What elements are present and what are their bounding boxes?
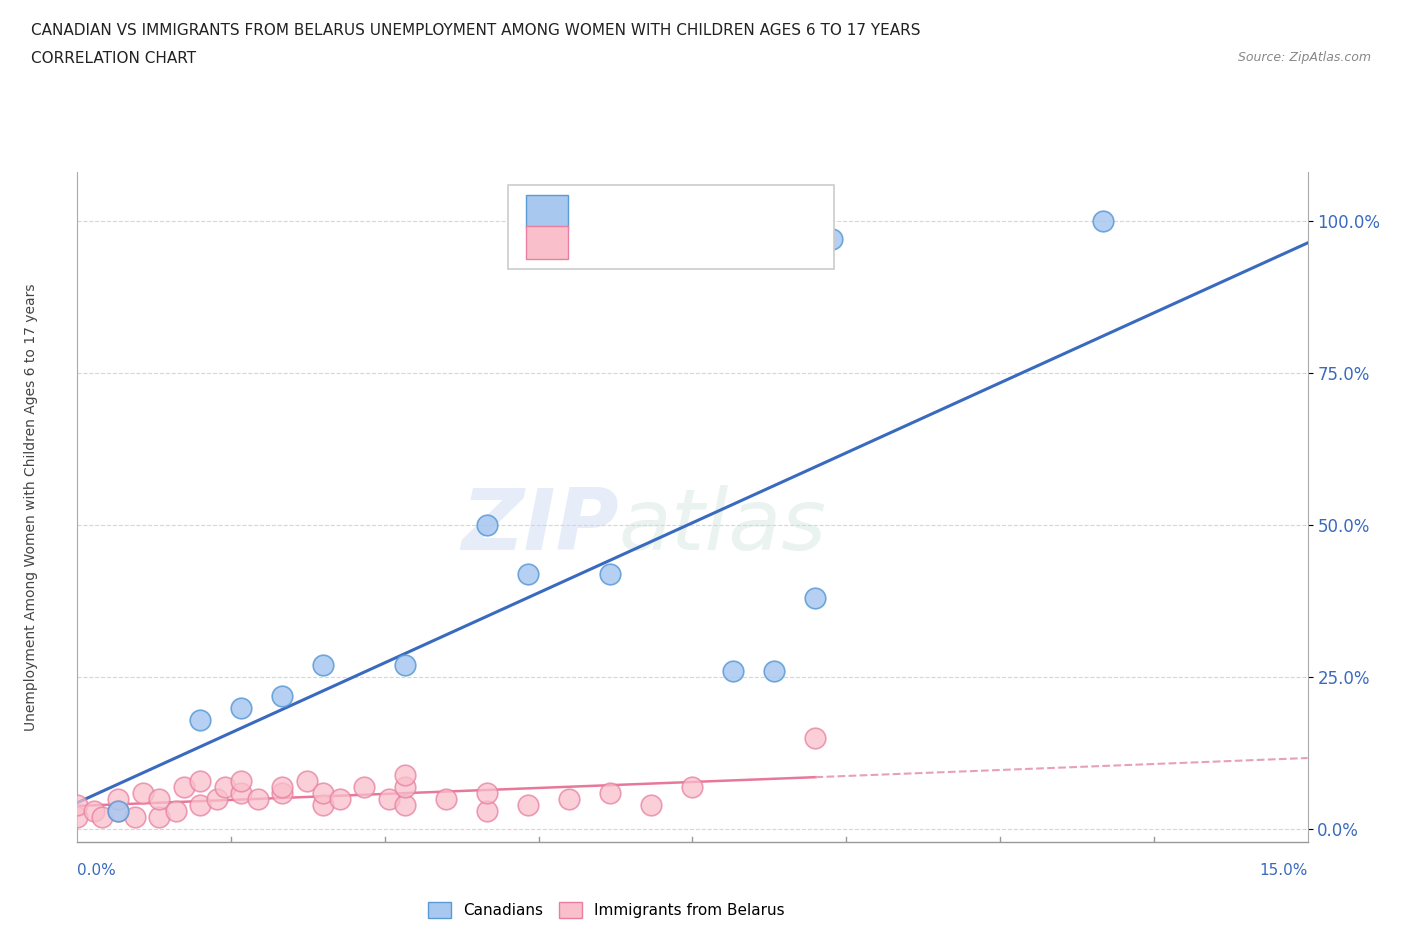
Point (83, 804, 105, 818)
Point (246, 791, 269, 806)
Point (271, 688, 294, 703)
Point (804, 591, 827, 605)
Point (312, 658, 335, 672)
Point (132, 786, 155, 801)
Point (436, 791, 458, 806)
Point (312, 786, 335, 801)
Point (517, 798, 540, 813)
Point (353, 779, 375, 794)
Text: ZIP: ZIP (461, 485, 619, 568)
Point (804, 731, 827, 746)
Point (394, 767, 416, 782)
Point (682, 779, 704, 794)
Text: Unemployment Among Women with Children Ages 6 to 17 years: Unemployment Among Women with Children A… (24, 283, 38, 731)
Point (66, 810, 89, 825)
Point (517, 566, 540, 581)
Point (394, 658, 416, 672)
Point (312, 798, 335, 813)
Point (329, 791, 352, 806)
Text: R = 0.189: R = 0.189 (585, 233, 675, 252)
Point (723, 664, 745, 679)
Text: N = 13: N = 13 (695, 203, 758, 221)
Point (599, 786, 621, 801)
Text: 0.0%: 0.0% (77, 863, 117, 878)
Point (107, 791, 129, 806)
Point (188, 774, 212, 789)
Point (231, 786, 253, 801)
Point (107, 804, 129, 818)
Point (214, 779, 236, 794)
Point (640, 798, 662, 813)
Text: CANADIAN VS IMMIGRANTS FROM BELARUS UNEMPLOYMENT AMONG WOMEN WITH CHILDREN AGES : CANADIAN VS IMMIGRANTS FROM BELARUS UNEM… (31, 23, 921, 38)
Legend: Canadians, Immigrants from Belarus: Canadians, Immigrants from Belarus (422, 896, 790, 924)
Point (124, 810, 146, 825)
Point (173, 779, 195, 794)
Text: N = 39: N = 39 (695, 233, 758, 252)
Point (763, 664, 786, 679)
Point (271, 779, 294, 794)
Point (188, 712, 212, 727)
Text: Source: ZipAtlas.com: Source: ZipAtlas.com (1237, 51, 1371, 64)
Point (558, 791, 581, 806)
Point (148, 791, 170, 806)
FancyBboxPatch shape (526, 195, 568, 228)
Point (66, 798, 89, 813)
Point (231, 700, 253, 715)
Point (477, 786, 499, 801)
Text: R = 0.918: R = 0.918 (585, 203, 675, 221)
Point (231, 774, 253, 789)
Point (599, 566, 621, 581)
Point (148, 810, 170, 825)
Point (271, 786, 294, 801)
Point (394, 798, 416, 813)
FancyBboxPatch shape (526, 226, 568, 259)
Point (477, 804, 499, 818)
FancyBboxPatch shape (508, 185, 834, 269)
Point (821, 232, 844, 246)
Text: atlas: atlas (619, 485, 827, 568)
Point (188, 798, 212, 813)
Text: 15.0%: 15.0% (1260, 863, 1308, 878)
Point (477, 518, 499, 533)
Point (295, 774, 318, 789)
Point (1091, 213, 1114, 228)
Point (378, 791, 401, 806)
Point (90, 810, 114, 825)
Point (394, 779, 416, 794)
Point (205, 791, 228, 806)
Point (107, 804, 129, 818)
Text: CORRELATION CHART: CORRELATION CHART (31, 51, 195, 66)
Point (165, 804, 187, 818)
